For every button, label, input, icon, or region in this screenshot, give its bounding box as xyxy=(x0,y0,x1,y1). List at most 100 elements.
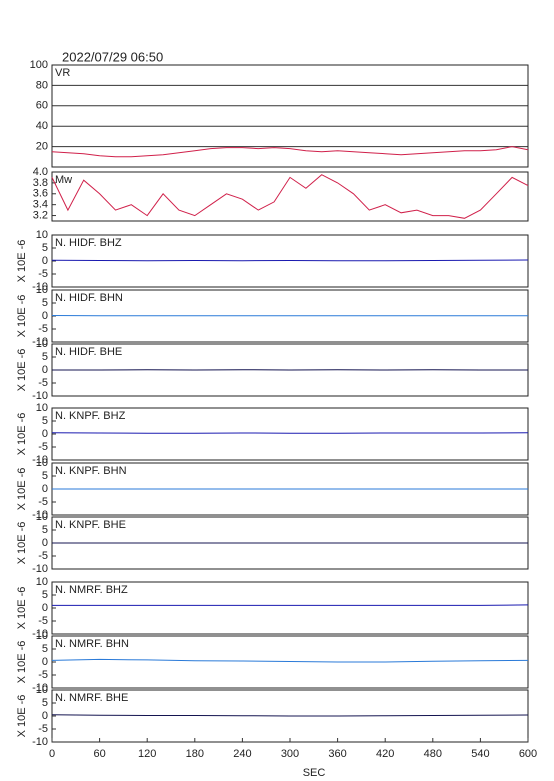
panel-label: N. HIDF. BHE xyxy=(55,346,122,358)
x-tick-label: 60 xyxy=(93,748,105,760)
y-tick-label: 5 xyxy=(42,589,48,601)
x-tick-label: 0 xyxy=(49,748,55,760)
y-tick-label: 3.6 xyxy=(33,188,48,200)
y-tick-label: 0 xyxy=(42,255,48,267)
y-tick-label: -5 xyxy=(38,615,48,627)
y-tick-label: -5 xyxy=(38,268,48,280)
y-tick-label: 10 xyxy=(36,338,48,350)
y-tick-label: -5 xyxy=(38,723,48,735)
panel-label: N. KNPF. BHE xyxy=(55,519,126,531)
y-tick-label: 5 xyxy=(42,351,48,363)
x-tick-label: 600 xyxy=(519,748,537,760)
y-tick-label: 0 xyxy=(42,428,48,440)
y-tick-label: 10 xyxy=(36,229,48,241)
y-tick-label: -5 xyxy=(38,496,48,508)
y-axis-label: X 10E -6 xyxy=(16,240,28,283)
y-axis-label: X 10E -6 xyxy=(16,295,28,338)
y-tick-label: 0 xyxy=(42,710,48,722)
y-tick-label: 10 xyxy=(36,402,48,414)
panel-label: N. HIDF. BHN xyxy=(55,292,123,304)
y-tick-label: 0 xyxy=(42,483,48,495)
trace-line xyxy=(51,432,529,434)
x-tick-label: 480 xyxy=(424,748,442,760)
x-tick-label: 120 xyxy=(138,748,156,760)
y-tick-label: -5 xyxy=(38,669,48,681)
y-tick-label: 20 xyxy=(36,141,48,153)
panel-frame xyxy=(51,581,529,635)
y-axis-label: X 10E -6 xyxy=(16,695,28,738)
trace-line xyxy=(51,658,529,663)
y-tick-label: 60 xyxy=(36,100,48,112)
y-tick-label: 5 xyxy=(42,643,48,655)
y-tick-label: 10 xyxy=(36,457,48,469)
panel-label: N. HIDF. BHZ xyxy=(55,237,122,249)
y-tick-label: 10 xyxy=(36,576,48,588)
panel-label: N. NMRF. BHE xyxy=(55,692,128,704)
y-tick-label: -5 xyxy=(38,550,48,562)
y-tick-label: -10 xyxy=(32,281,48,293)
x-tick-label: 300 xyxy=(281,748,299,760)
y-tick-label: 5 xyxy=(42,242,48,254)
y-tick-label: 5 xyxy=(42,697,48,709)
trace-line xyxy=(51,174,529,219)
panel-label: N. KNPF. BHN xyxy=(55,465,127,477)
y-tick-label: 5 xyxy=(42,415,48,427)
y-tick-label: -5 xyxy=(38,441,48,453)
panel-frame xyxy=(51,234,529,288)
y-tick-label: 10 xyxy=(36,511,48,523)
y-axis-label: X 10E -6 xyxy=(16,641,28,684)
trace-line xyxy=(51,714,529,717)
y-tick-label: 0 xyxy=(42,364,48,376)
x-tick-label: 240 xyxy=(233,748,251,760)
y-tick-label: -10 xyxy=(32,736,48,748)
y-axis-label: X 10E -6 xyxy=(16,349,28,392)
y-tick-label: 0 xyxy=(42,656,48,668)
y-axis-label: X 10E -6 xyxy=(16,522,28,565)
panel-frame xyxy=(51,407,529,461)
panel-frame xyxy=(51,635,529,689)
y-tick-label: -10 xyxy=(32,628,48,640)
y-tick-label: -5 xyxy=(38,377,48,389)
panel-label: N. NMRF. BHN xyxy=(55,638,129,650)
y-tick-label: -10 xyxy=(32,336,48,348)
x-tick-label: 360 xyxy=(328,748,346,760)
y-tick-label: -5 xyxy=(38,323,48,335)
y-tick-label: -10 xyxy=(32,682,48,694)
panel-label: VR xyxy=(55,67,70,79)
panel-frame xyxy=(51,64,529,168)
y-tick-label: 0 xyxy=(42,537,48,549)
x-tick-label: 420 xyxy=(376,748,394,760)
y-tick-label: 5 xyxy=(42,524,48,536)
x-axis-label: SEC xyxy=(303,767,326,779)
y-tick-label: 0 xyxy=(42,602,48,614)
y-tick-label: 10 xyxy=(36,684,48,696)
y-axis-label: X 10E -6 xyxy=(16,468,28,511)
y-tick-label: 0 xyxy=(42,310,48,322)
y-tick-label: 40 xyxy=(36,120,48,132)
trace-line xyxy=(52,604,529,606)
y-tick-label: 3.2 xyxy=(33,209,48,221)
trace-line xyxy=(51,259,529,262)
panel-frame xyxy=(51,171,529,222)
panel-label: N. NMRF. BHZ xyxy=(55,584,128,596)
panel-label: Mw xyxy=(55,174,72,186)
y-tick-label: 4.0 xyxy=(33,166,48,178)
y-axis-label: X 10E -6 xyxy=(16,587,28,630)
y-tick-label: 3.4 xyxy=(33,199,48,211)
y-tick-label: -10 xyxy=(32,509,48,521)
x-tick-label: 540 xyxy=(471,748,489,760)
x-tick-label: 180 xyxy=(186,748,204,760)
y-tick-label: 5 xyxy=(42,470,48,482)
y-tick-label: -10 xyxy=(32,454,48,466)
panel-label: N. KNPF. BHZ xyxy=(55,410,126,422)
chart-title: 2022/07/29 06:50 xyxy=(62,49,163,64)
y-tick-label: -10 xyxy=(32,390,48,402)
y-axis-label: X 10E -6 xyxy=(16,413,28,456)
y-tick-label: 10 xyxy=(36,630,48,642)
y-tick-label: 100 xyxy=(30,59,48,71)
y-tick-label: 5 xyxy=(42,297,48,309)
y-tick-label: 10 xyxy=(36,284,48,296)
y-tick-label: 3.8 xyxy=(33,177,48,189)
y-tick-label: 80 xyxy=(36,79,48,91)
